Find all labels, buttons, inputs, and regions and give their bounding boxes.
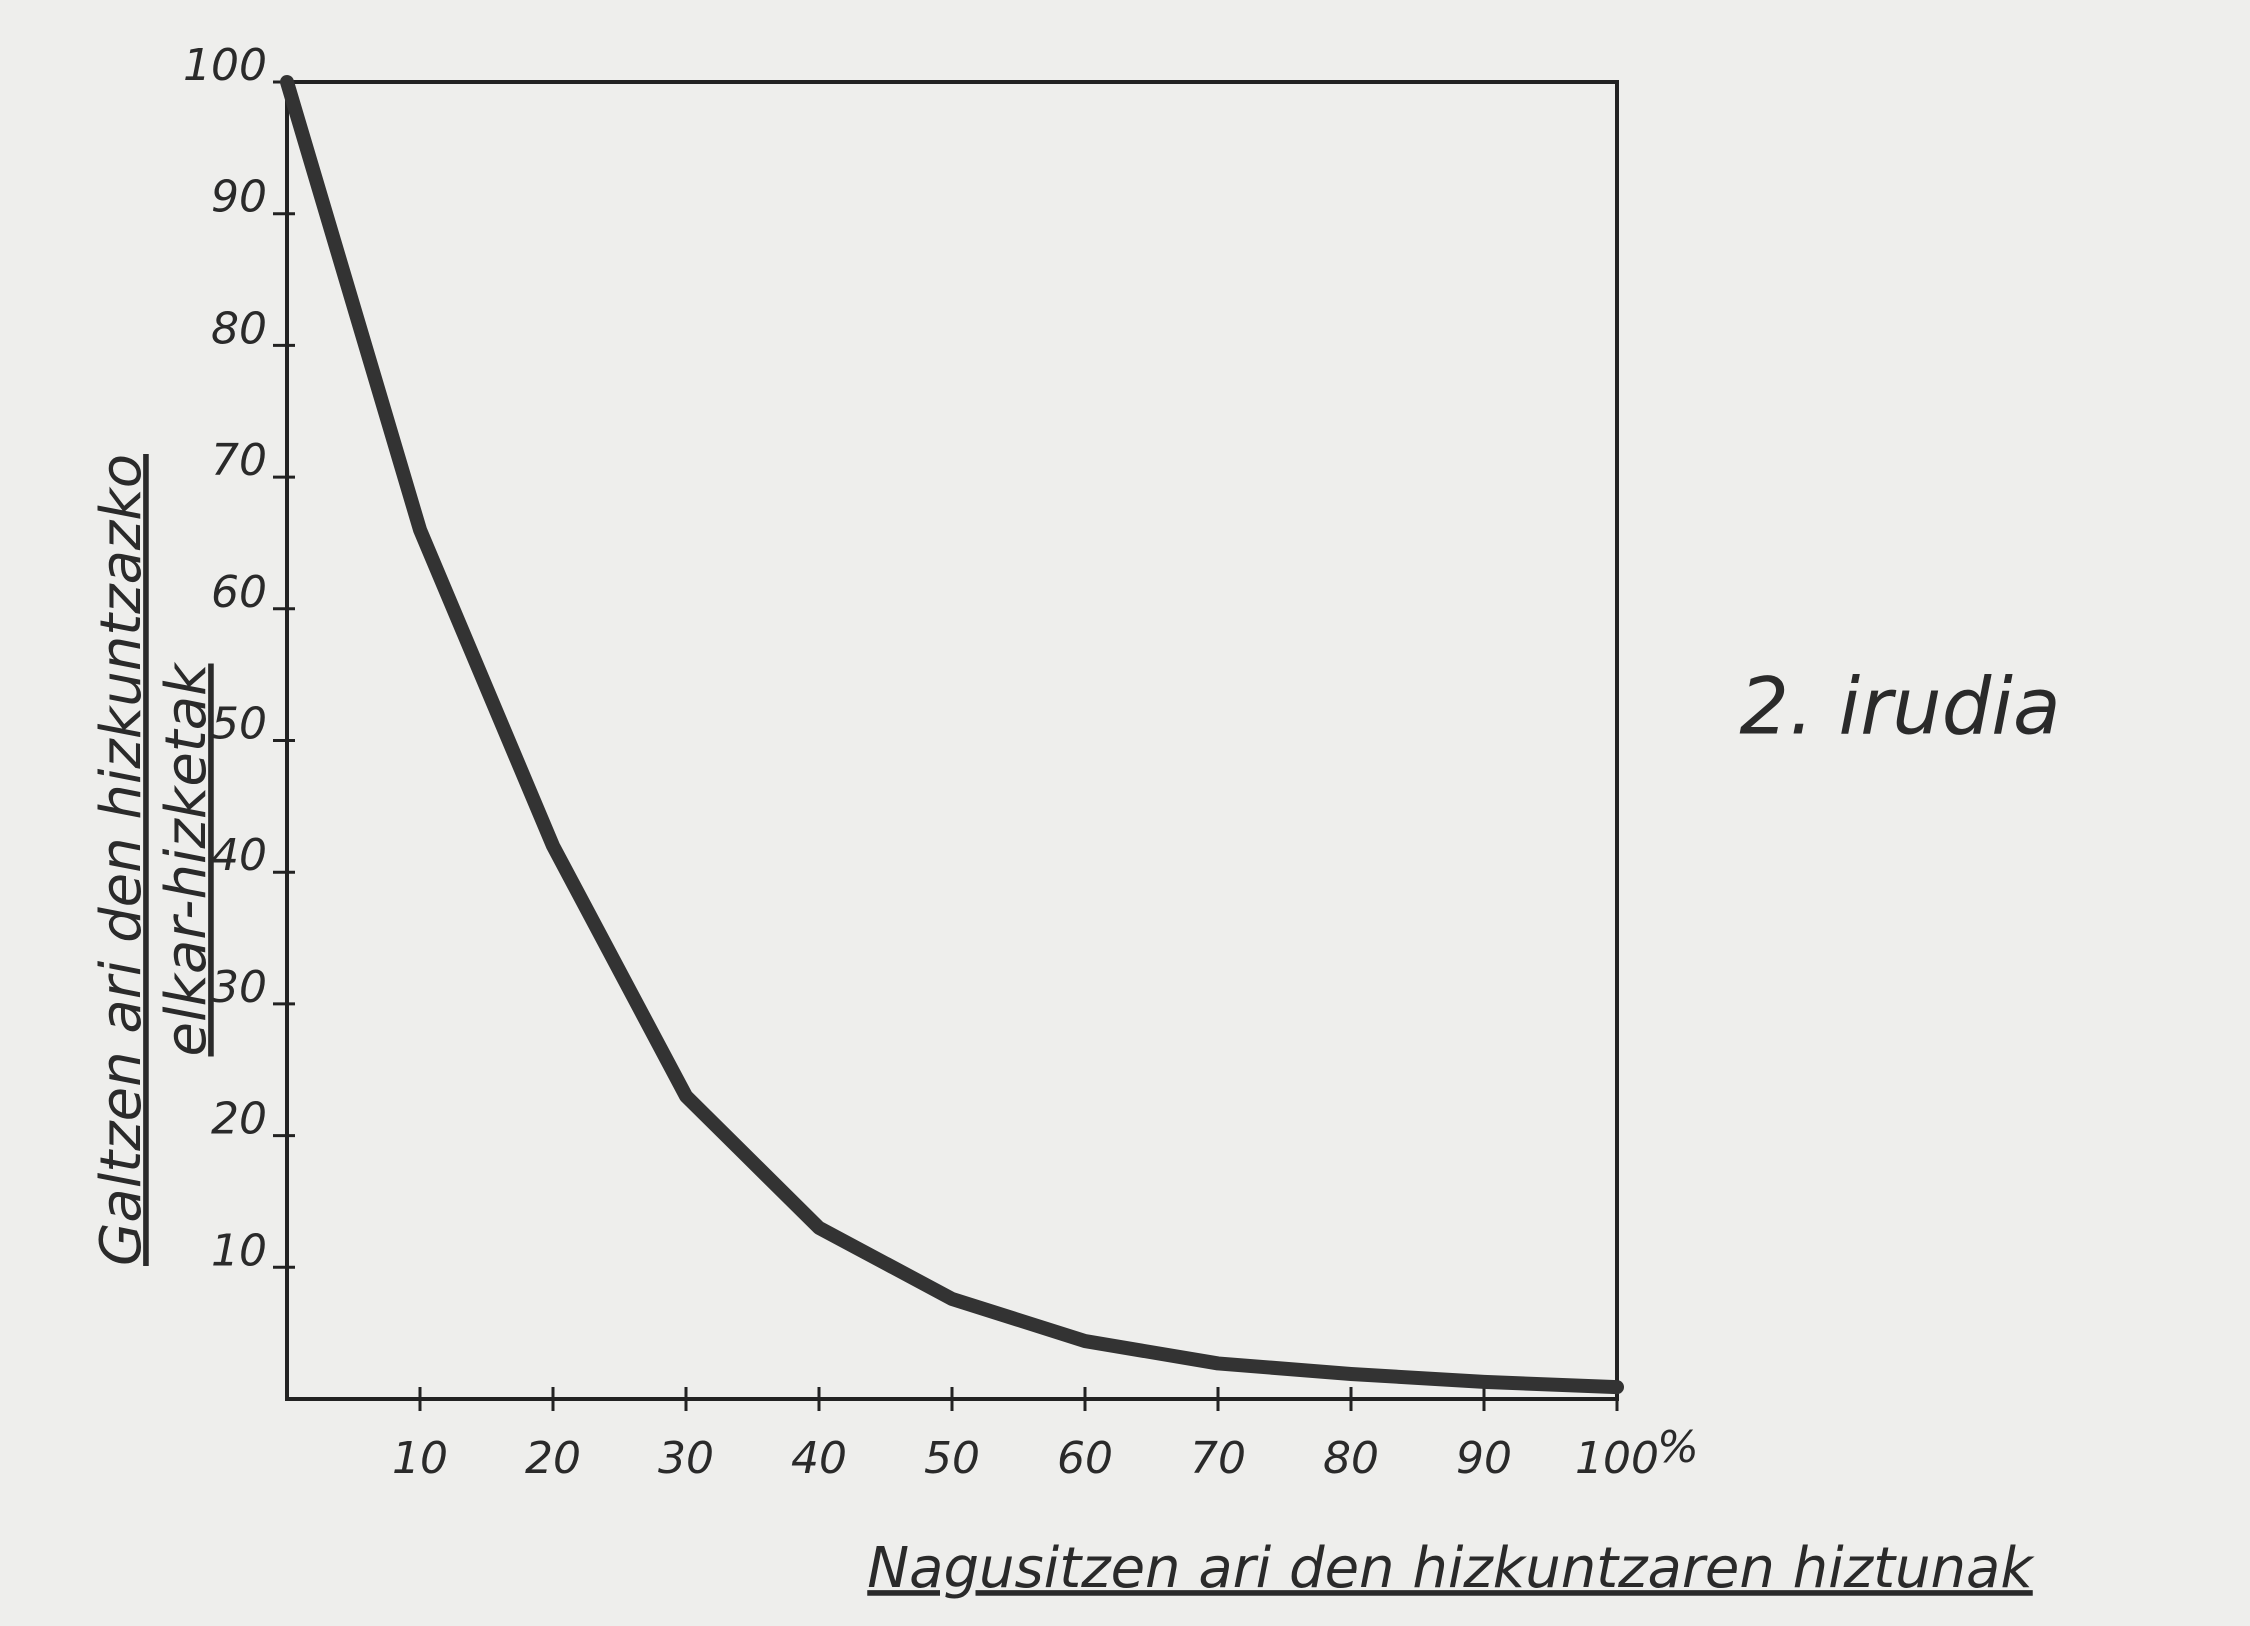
x-tick-label: 80: [1323, 1433, 1379, 1484]
y-tick-label: 80: [211, 303, 267, 354]
x-unit: %: [1657, 1422, 1699, 1473]
x-tick-label: 10: [392, 1433, 448, 1484]
y-axis-label: elkar-hizketak: [154, 661, 219, 1057]
y-tick-label: 100: [183, 40, 267, 91]
y-tick-label: 60: [211, 567, 267, 618]
x-axis-label: Nagusitzen ari den hizkuntzaren hiztunak: [867, 1536, 2035, 1601]
x-tick-label: 50: [924, 1433, 980, 1484]
x-tick-label: 100: [1575, 1433, 1659, 1484]
x-tick-label: 70: [1190, 1433, 1246, 1484]
y-tick-label: 10: [211, 1225, 267, 1276]
y-tick-label: 30: [211, 962, 267, 1013]
y-tick-label: 70: [211, 435, 267, 486]
y-axis-label: Galtzen ari den hizkuntzazko: [89, 454, 154, 1266]
x-tick-label: 90: [1456, 1433, 1512, 1484]
x-tick-label: 60: [1057, 1433, 1113, 1484]
chart: 2. irudia Nagusitzen ari den hizkuntzare…: [0, 0, 2250, 1626]
y-tick-label: 50: [211, 699, 267, 750]
y-tick-label: 40: [211, 830, 267, 881]
figure-label: 2. irudia: [1739, 662, 2060, 752]
y-tick-label: 90: [211, 172, 267, 223]
x-tick-label: 20: [525, 1433, 581, 1484]
x-tick-label: 40: [791, 1433, 847, 1484]
x-tick-label: 30: [658, 1433, 714, 1484]
y-tick-label: 20: [211, 1094, 267, 1145]
